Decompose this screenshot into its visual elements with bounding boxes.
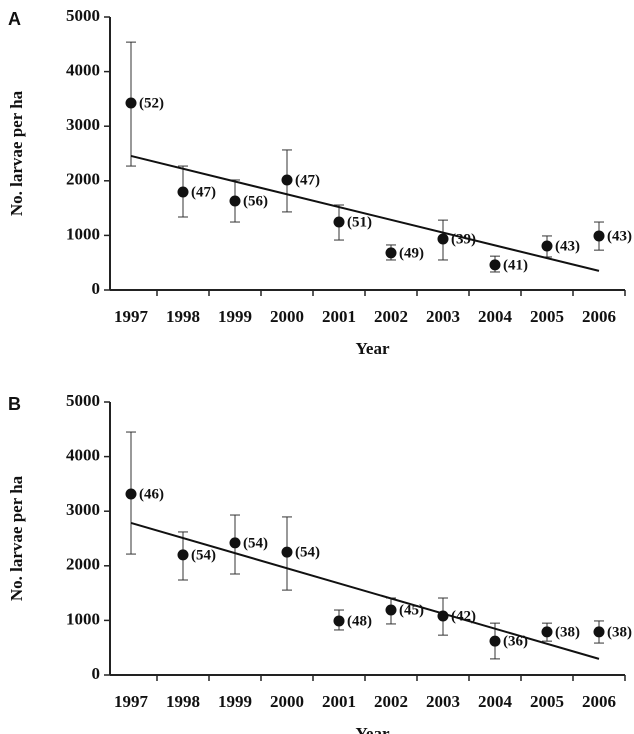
y-tick-label: 2000 — [66, 555, 100, 574]
sample-size-label: (56) — [243, 193, 268, 209]
y-axis-label: No. larvae per ha — [7, 90, 26, 216]
panel-label: B — [8, 394, 21, 414]
y-tick-label: 0 — [92, 279, 101, 298]
sample-size-label: (43) — [555, 238, 580, 254]
sample-size-label: (49) — [399, 245, 424, 261]
data-point — [593, 230, 605, 242]
data-point — [125, 97, 137, 109]
y-tick-label: 1000 — [66, 609, 100, 628]
x-tick-label: 2003 — [426, 307, 460, 326]
x-tick-label: 2001 — [322, 692, 356, 711]
x-tick-label: 2004 — [478, 692, 513, 711]
data-point — [177, 186, 189, 198]
data-point — [489, 635, 501, 647]
x-tick-label: 2005 — [530, 307, 564, 326]
sample-size-label: (52) — [139, 95, 164, 111]
x-tick-label: 2001 — [322, 307, 356, 326]
data-point — [229, 195, 241, 207]
sample-size-label: (48) — [347, 613, 372, 629]
y-tick-label: 4000 — [66, 446, 100, 465]
y-tick-label: 2000 — [66, 170, 100, 189]
y-tick-label: 1000 — [66, 224, 100, 243]
x-tick-label: 2006 — [582, 307, 616, 326]
x-tick-label: 2000 — [270, 692, 304, 711]
sample-size-label: (43) — [607, 228, 632, 244]
x-tick-label: 1997 — [114, 692, 149, 711]
x-tick-label: 1999 — [218, 307, 252, 326]
x-axis-label: Year — [356, 339, 390, 358]
sample-size-label: (41) — [503, 257, 528, 273]
data-point — [385, 247, 397, 259]
data-point — [489, 259, 501, 271]
data-point — [229, 537, 241, 549]
sample-size-label: (54) — [191, 547, 216, 563]
trend-line — [130, 521, 600, 660]
y-tick-label: 3000 — [66, 500, 100, 519]
data-point — [333, 216, 345, 228]
sample-size-label: (36) — [503, 634, 528, 650]
x-tick-label: 2000 — [270, 307, 304, 326]
x-tick-label: 2005 — [530, 692, 564, 711]
data-point — [125, 488, 137, 500]
sample-size-label: (54) — [295, 545, 320, 561]
sample-size-label: (38) — [555, 624, 580, 640]
panel-label: A — [8, 9, 21, 29]
data-point — [541, 240, 553, 252]
x-tick-label: 1999 — [218, 692, 252, 711]
y-tick-label: 0 — [92, 664, 101, 683]
x-axis-label: Year — [356, 724, 390, 734]
y-tick-label: 5000 — [66, 391, 100, 410]
y-axis-label: No. larvae per ha — [7, 475, 26, 601]
x-tick-label: 2002 — [374, 307, 408, 326]
x-tick-label: 1998 — [166, 307, 200, 326]
sample-size-label: (47) — [295, 172, 320, 188]
x-tick-label: 2002 — [374, 692, 408, 711]
data-point — [281, 174, 293, 186]
y-tick-label: 5000 — [66, 6, 100, 25]
x-tick-label: 2004 — [478, 307, 513, 326]
sample-size-label: (46) — [139, 486, 164, 502]
x-tick-label: 2006 — [582, 692, 616, 711]
x-tick-label: 1997 — [114, 307, 149, 326]
sample-size-label: (38) — [607, 624, 632, 640]
data-point — [593, 626, 605, 638]
x-tick-label: 2003 — [426, 692, 460, 711]
data-point — [333, 615, 345, 627]
data-point — [281, 546, 293, 558]
data-point — [541, 626, 553, 638]
sample-size-label: (47) — [191, 184, 216, 200]
x-tick-label: 1998 — [166, 692, 200, 711]
sample-size-label: (54) — [243, 535, 268, 551]
y-tick-label: 3000 — [66, 115, 100, 134]
data-point — [177, 549, 189, 561]
data-point — [437, 233, 449, 245]
trend-line — [130, 154, 600, 272]
y-tick-label: 4000 — [66, 61, 100, 80]
sample-size-label: (51) — [347, 214, 372, 230]
data-point — [385, 604, 397, 616]
